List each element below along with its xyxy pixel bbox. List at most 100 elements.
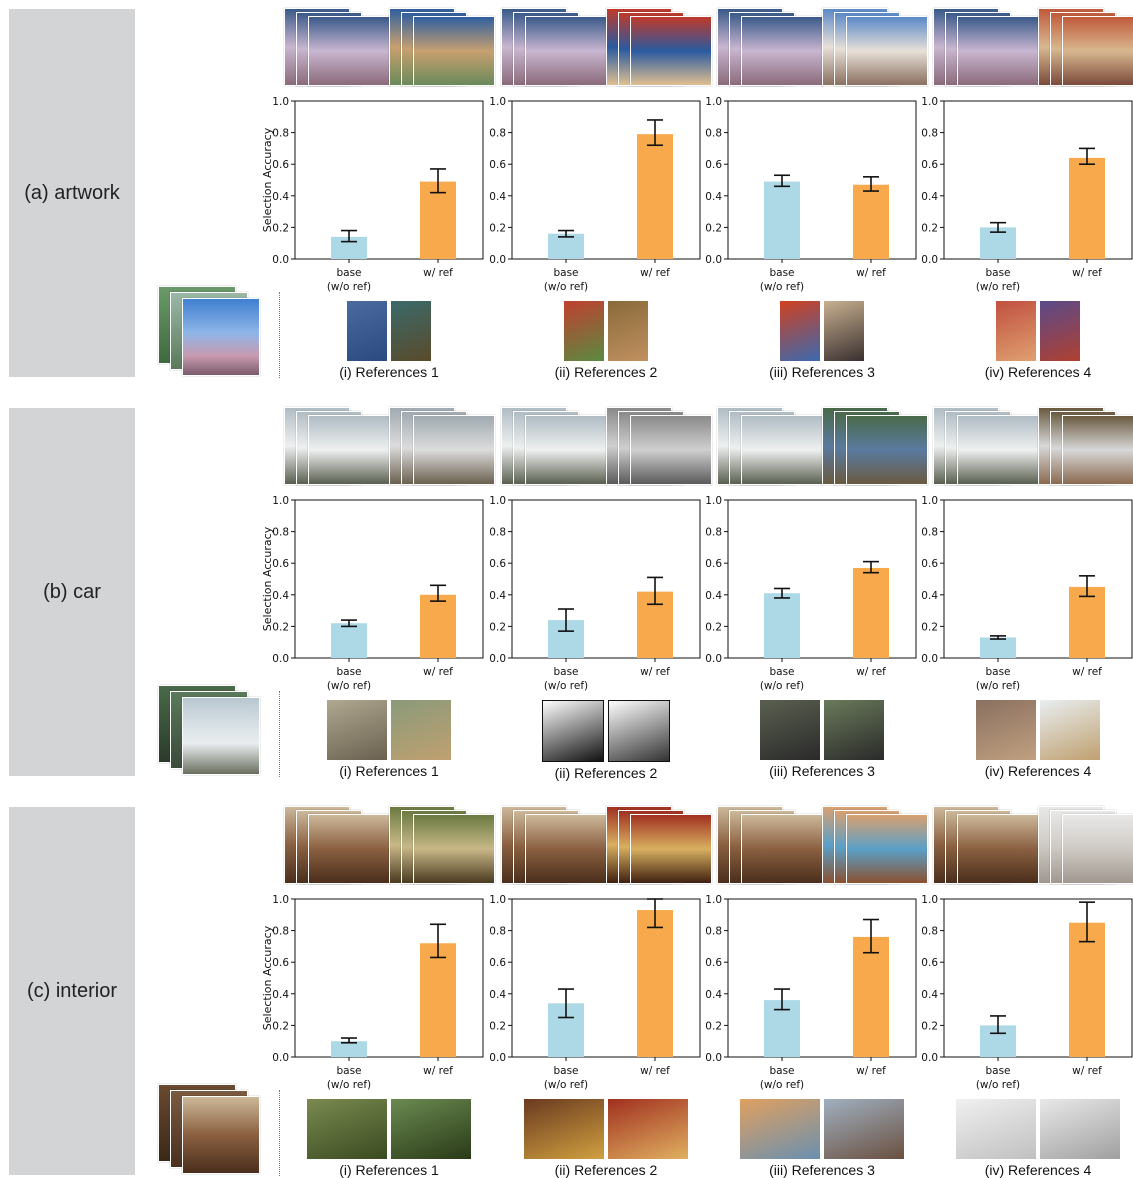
y-tick-label: 0.6 [921,558,938,570]
reference-caption: (ii) References 2 [554,765,658,781]
chart-svg: 0.0 0.2 0.4 0.6 0.8 1.0 base (w/o ref) w/ ref [489,894,701,1091]
generated-ref-image-stack [1038,8,1133,100]
y-axis-label: Selection Accuracy [261,925,274,1030]
bar-base [331,1041,367,1057]
reference-images [287,1099,491,1159]
y-tick-label: 0.6 [489,558,506,570]
chart-svg: 0.0 0.2 0.4 0.6 0.8 1.0 base (w/o ref) w/ ref [705,495,917,692]
error-bar [647,576,663,606]
generated-ref-image-stack [1038,806,1133,898]
plot-frame [727,499,917,659]
y-tick-label: 0.8 [921,527,938,539]
reference-group: (iv) References 4 [936,1099,1133,1178]
error-bar [863,560,879,574]
reference-caption: (ii) References 2 [554,364,658,380]
bar-with-ref [420,943,456,1057]
error-bar [430,168,446,194]
reference-group: (iv) References 4 [936,700,1133,779]
y-tick-label: 0.8 [489,128,506,140]
y-tick-label: 0.6 [272,159,289,171]
bar-base [331,236,367,259]
plot-frame [943,898,1133,1058]
y-tick-label: 0.0 [705,254,722,266]
x-tick-label: base (w/o ref) [760,666,804,692]
reference-image [824,700,884,760]
generated-base-image-stack [933,8,1039,100]
reference-group: (iv) References 4 [936,301,1133,380]
chart-svg: 0.0 0.2 0.4 0.6 0.8 1.0 Selection Accuracy base… [261,495,484,692]
y-tick-label: 0.0 [272,653,289,665]
error-bar [990,635,1006,640]
reference-group: (iii) References 3 [720,301,924,380]
generated-ref-image-stack [1038,407,1133,499]
error-bar [990,221,1006,233]
y-tick-label: 1.0 [921,495,938,507]
bar-with-ref [853,184,889,259]
y-tick-label: 0.4 [705,191,722,203]
y-tick-label: 0.8 [705,128,722,140]
plot-frame [727,898,917,1058]
reference-group: (ii) References 2 [504,1099,708,1178]
error-bar [774,988,790,1011]
y-tick-label: 0.0 [489,653,506,665]
y-tick-label: 0.4 [272,191,289,203]
reference-images [936,301,1133,361]
chart-svg: 0.0 0.2 0.4 0.6 0.8 1.0 Selection Accuracy base… [261,894,484,1091]
x-tick-label: w/ ref [423,666,453,678]
chart-svg: 0.0 0.2 0.4 0.6 0.8 1.0 base (w/o ref) w/ ref [921,495,1133,692]
error-bar [990,1015,1006,1035]
y-tick-label: 0.6 [272,957,289,969]
generated-base-image-stack [717,8,823,100]
generated-ref-image-stack [389,407,495,499]
x-tick-label: w/ ref [423,1065,453,1077]
y-tick-label: 0.2 [272,621,289,633]
y-tick-label: 1.0 [921,894,938,906]
generated-ref-image-stack [606,407,712,499]
reference-image [740,1099,820,1159]
x-tick-label: base (w/o ref) [976,267,1020,293]
reference-image [1040,700,1100,760]
bar-with-ref [637,910,673,1057]
error-bar [647,119,663,147]
y-tick-label: 0.6 [921,159,938,171]
bar-base [331,623,367,658]
reference-image [780,301,820,361]
error-bar [341,1037,357,1044]
bar-chart: 0.0 0.2 0.4 0.6 0.8 1.0 base (w/o ref) w/ ref [912,95,1133,303]
bar-chart: 0.0 0.2 0.4 0.6 0.8 1.0 Selection Accuracy base… [261,95,487,303]
x-tick-label: base (w/o ref) [976,1065,1020,1091]
row-label-car: (b) car [9,408,135,776]
error-bar [558,988,574,1019]
plot-frame [511,100,701,260]
bar-with-ref [420,181,456,259]
bar-chart: 0.0 0.2 0.4 0.6 0.8 1.0 base (w/o ref) w/ ref [480,893,704,1101]
reference-images [504,1099,708,1159]
base-image-stack-interior [158,1084,262,1176]
y-tick-label: 0.4 [272,590,289,602]
y-tick-label: 1.0 [705,96,722,108]
chart-svg: 0.0 0.2 0.4 0.6 0.8 1.0 base (w/o ref) w/ ref [921,894,1133,1091]
bar-with-ref [1069,922,1105,1057]
x-tick-label: base (w/o ref) [760,267,804,293]
x-tick-label: w/ ref [856,1065,886,1077]
bar-with-ref [1069,586,1105,658]
plot-frame [727,100,917,260]
bar-base [764,593,800,658]
y-tick-label: 0.4 [921,989,938,1001]
y-tick-label: 0.4 [705,590,722,602]
reference-images [287,700,491,760]
y-tick-label: 0.0 [705,1052,722,1064]
error-bar [774,174,790,188]
reference-caption: (iii) References 3 [769,1162,875,1178]
plot-frame [294,499,484,659]
generated-ref-image-stack [606,806,712,898]
reference-image [976,700,1036,760]
base-image-stack-car [158,685,262,777]
y-tick-label: 0.2 [921,621,938,633]
y-tick-label: 0.6 [705,159,722,171]
reference-group: (i) References 1 [287,700,491,779]
reference-image [996,301,1036,361]
y-tick-label: 0.2 [489,621,506,633]
bar-with-ref [420,594,456,658]
reference-image [1040,301,1080,361]
